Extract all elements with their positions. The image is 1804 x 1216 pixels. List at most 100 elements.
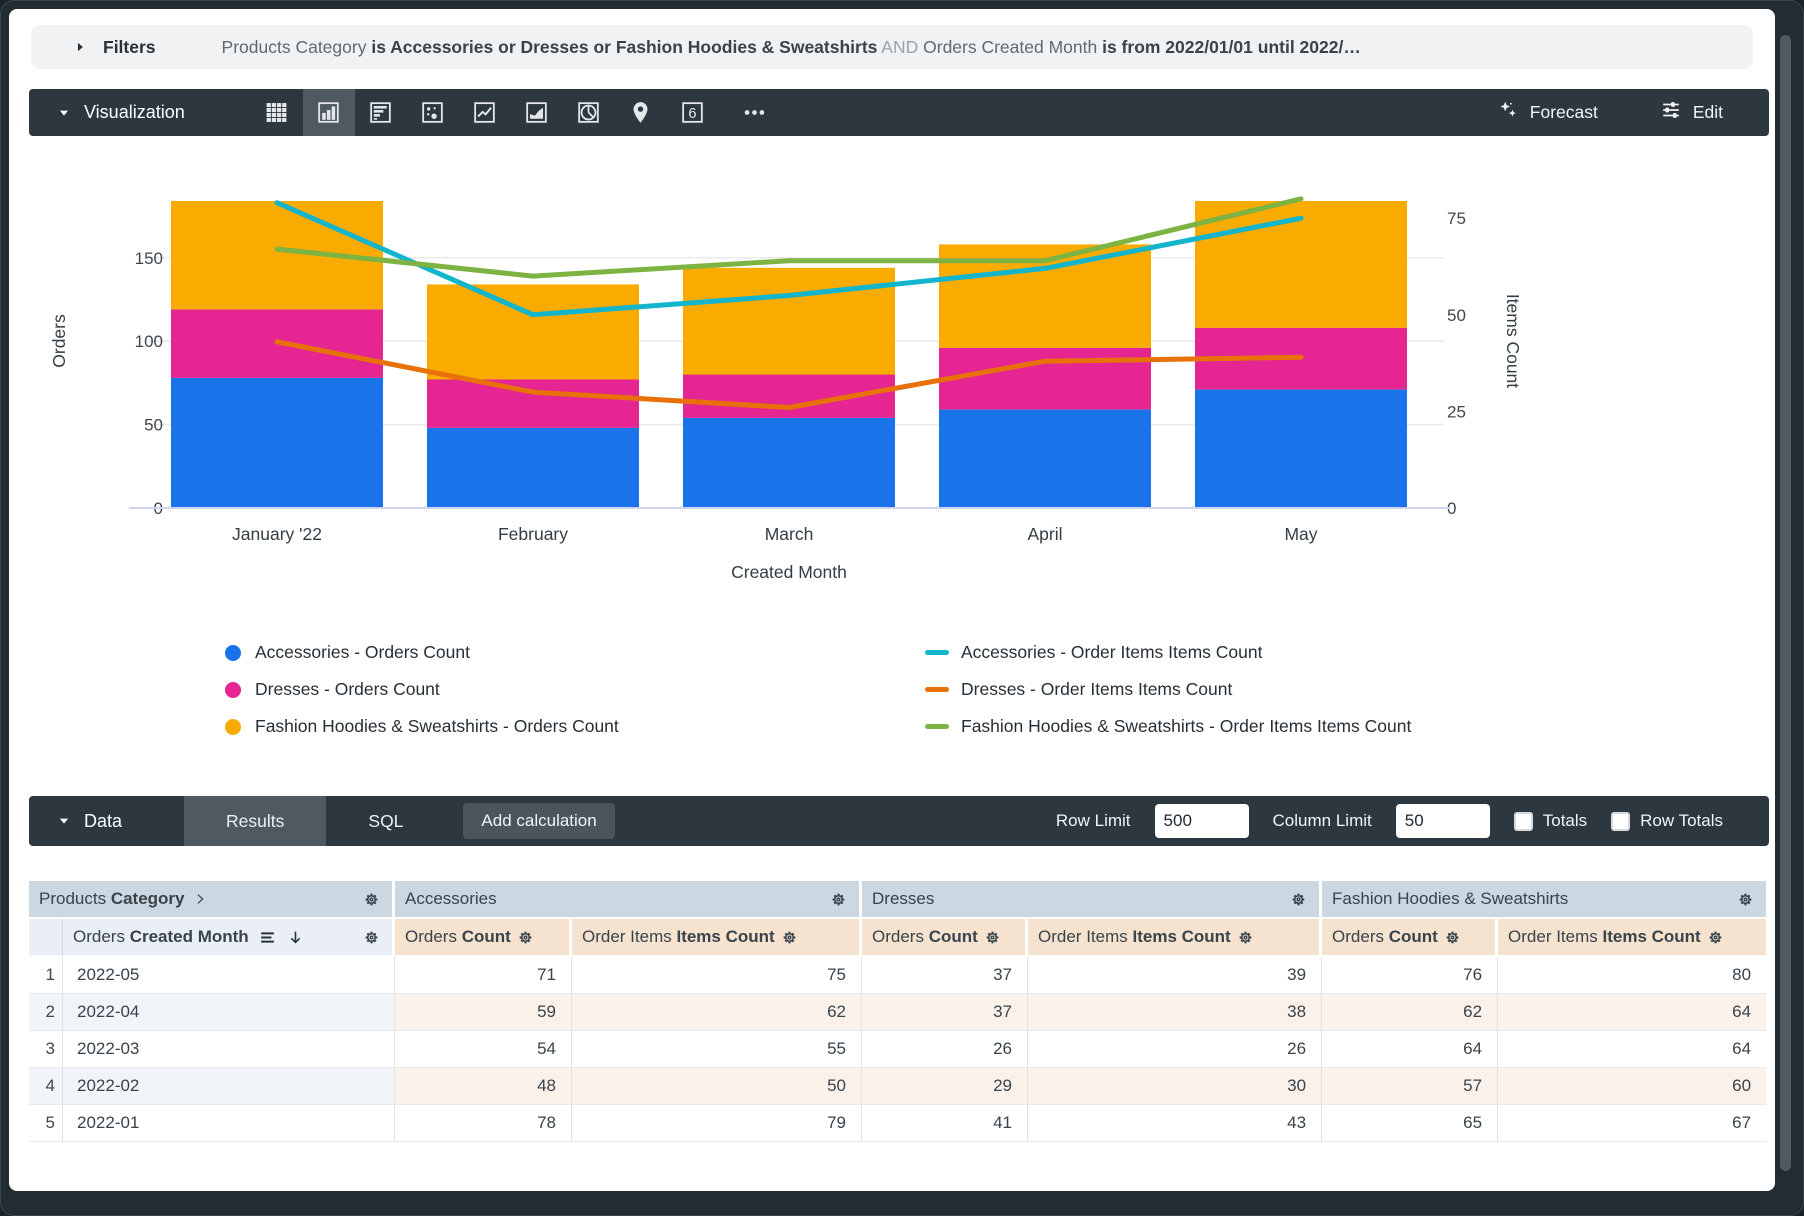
measure-cell[interactable]: 30: [1028, 1068, 1323, 1105]
tab-sql[interactable]: SQL: [368, 810, 404, 831]
column-header-accessories-orders-count[interactable]: Orders Count: [395, 919, 572, 957]
measure-cell[interactable]: 57: [1322, 1068, 1499, 1105]
measure-cell[interactable]: 48: [395, 1068, 572, 1105]
column-header-orders-created-month[interactable]: Orders Created Month: [63, 919, 395, 957]
filters-label: Filters: [103, 36, 156, 57]
row-number: 5: [29, 1105, 63, 1142]
gear-icon[interactable]: [515, 927, 536, 948]
measure-cell[interactable]: 38: [1028, 994, 1323, 1031]
measure-cell[interactable]: 62: [572, 994, 863, 1031]
scrollbar[interactable]: [1780, 35, 1791, 1171]
column-group-products-category[interactable]: Products Category: [29, 881, 395, 919]
row-totals-toggle[interactable]: Row Totals: [1611, 811, 1723, 831]
totals-label: Totals: [1542, 811, 1588, 830]
expand-filters-icon[interactable]: [73, 40, 87, 54]
measure-cell[interactable]: 64: [1322, 1031, 1499, 1068]
measure-cell[interactable]: 37: [862, 957, 1029, 994]
table-row: 4 2022-02 48 50 29 30 57 60: [29, 1068, 1767, 1105]
line-chart-icon[interactable]: [459, 89, 511, 136]
svg-text:Created Month: Created Month: [731, 562, 847, 582]
gear-icon[interactable]: [1735, 889, 1756, 910]
dimension-cell[interactable]: 2022-03: [63, 1031, 395, 1068]
measure-cell[interactable]: 26: [862, 1031, 1029, 1068]
chart-canvas[interactable]: 0501001500255075January '22FebruaryMarch…: [29, 136, 1769, 606]
measure-cell[interactable]: 75: [572, 957, 863, 994]
data-collapse-toggle[interactable]: Data: [29, 811, 122, 832]
area-chart-icon[interactable]: [511, 89, 563, 136]
gear-icon[interactable]: [361, 927, 382, 948]
table-chart-icon[interactable]: [251, 89, 303, 136]
totals-toggle[interactable]: Totals: [1513, 811, 1588, 831]
edit-settings-icon: [1660, 99, 1682, 126]
measure-cell[interactable]: 65: [1322, 1105, 1499, 1142]
column-header-fashion-hoodies-sweatshirts-order-items-items-count[interactable]: Order Items Items Count: [1498, 919, 1767, 957]
visualization-toolbar: Visualization 6 Forecast Edit: [29, 89, 1769, 136]
gear-icon[interactable]: [1442, 927, 1463, 948]
measure-cell[interactable]: 59: [395, 994, 572, 1031]
map-chart-icon[interactable]: [615, 89, 667, 136]
column-group-dresses[interactable]: Dresses: [862, 881, 1323, 919]
gear-icon[interactable]: [361, 889, 382, 910]
dimension-cell[interactable]: 2022-04: [63, 994, 395, 1031]
filters-bar[interactable]: Filters Products Category is Accessories…: [31, 25, 1753, 69]
column-header-dresses-orders-count[interactable]: Orders Count: [862, 919, 1029, 957]
column-group-accessories[interactable]: Accessories: [395, 881, 863, 919]
measure-cell[interactable]: 55: [572, 1031, 863, 1068]
pie-chart-icon[interactable]: [563, 89, 615, 136]
measure-cell[interactable]: 60: [1498, 1068, 1767, 1105]
forecast-button[interactable]: Forecast: [1497, 99, 1598, 126]
legend-item-accessories-orders-count: Accessories - Orders Count: [225, 634, 925, 671]
sort-rows-icon[interactable]: [258, 928, 277, 947]
measure-cell[interactable]: 39: [1028, 957, 1323, 994]
measure-cell[interactable]: 76: [1322, 957, 1499, 994]
gear-icon[interactable]: [982, 927, 1003, 948]
chevron-right-icon: [192, 891, 208, 907]
measure-cell[interactable]: 78: [395, 1105, 572, 1142]
dimension-cell[interactable]: 2022-01: [63, 1105, 395, 1142]
column-header-dresses-order-items-items-count[interactable]: Order Items Items Count: [1028, 919, 1323, 957]
measure-cell[interactable]: 67: [1498, 1105, 1767, 1142]
bar-chart-icon[interactable]: [355, 89, 407, 136]
measure-cell[interactable]: 79: [572, 1105, 863, 1142]
measure-cell[interactable]: 29: [862, 1068, 1029, 1105]
gear-icon[interactable]: [1235, 927, 1256, 948]
column-header-fashion-hoodies-sweatshirts-orders-count[interactable]: Orders Count: [1322, 919, 1499, 957]
add-calculation-button[interactable]: Add calculation: [463, 803, 615, 839]
measure-cell[interactable]: 50: [572, 1068, 863, 1105]
more-chart-types-icon[interactable]: [729, 89, 781, 136]
column-limit-input[interactable]: [1395, 804, 1490, 838]
gear-icon[interactable]: [828, 889, 849, 910]
sort-desc-icon[interactable]: [286, 928, 305, 947]
measure-cell[interactable]: 71: [395, 957, 572, 994]
gear-icon[interactable]: [779, 927, 800, 948]
totals-checkbox[interactable]: [1513, 811, 1533, 831]
column-group-fashion-hoodies-sweatshirts[interactable]: Fashion Hoodies & Sweatshirts: [1322, 881, 1767, 919]
column-header-accessories-order-items-items-count[interactable]: Order Items Items Count: [572, 919, 863, 957]
visualization-collapse-toggle[interactable]: Visualization: [29, 102, 185, 123]
single-value-icon[interactable]: 6: [667, 89, 719, 136]
row-totals-checkbox[interactable]: [1611, 811, 1631, 831]
edit-button[interactable]: Edit: [1660, 99, 1723, 126]
forecast-label: Forecast: [1529, 102, 1598, 122]
measure-cell[interactable]: 37: [862, 994, 1029, 1031]
measure-cell[interactable]: 26: [1028, 1031, 1323, 1068]
measure-cell[interactable]: 41: [862, 1105, 1029, 1142]
measure-cell[interactable]: 64: [1498, 994, 1767, 1031]
gear-icon[interactable]: [1288, 889, 1309, 910]
measure-cell[interactable]: 64: [1498, 1031, 1767, 1068]
measure-cell[interactable]: 54: [395, 1031, 572, 1068]
scatter-chart-icon[interactable]: [407, 89, 459, 136]
measure-cell[interactable]: 80: [1498, 957, 1767, 994]
measure-cell[interactable]: 62: [1322, 994, 1499, 1031]
row-limit-input[interactable]: [1154, 804, 1249, 838]
gear-icon[interactable]: [1705, 927, 1726, 948]
column-chart-icon[interactable]: [302, 89, 355, 136]
legend-label: Accessories - Orders Count: [255, 642, 470, 662]
legend-item-dresses-orders-count: Dresses - Orders Count: [225, 671, 925, 708]
dimension-cell[interactable]: 2022-05: [63, 957, 395, 994]
measure-cell[interactable]: 43: [1028, 1105, 1323, 1142]
table-row: 1 2022-05 71 75 37 39 76 80: [29, 957, 1767, 994]
legend-label: Dresses - Order Items Items Count: [961, 679, 1233, 699]
dimension-cell[interactable]: 2022-02: [63, 1068, 395, 1105]
tab-results[interactable]: Results: [184, 796, 327, 846]
